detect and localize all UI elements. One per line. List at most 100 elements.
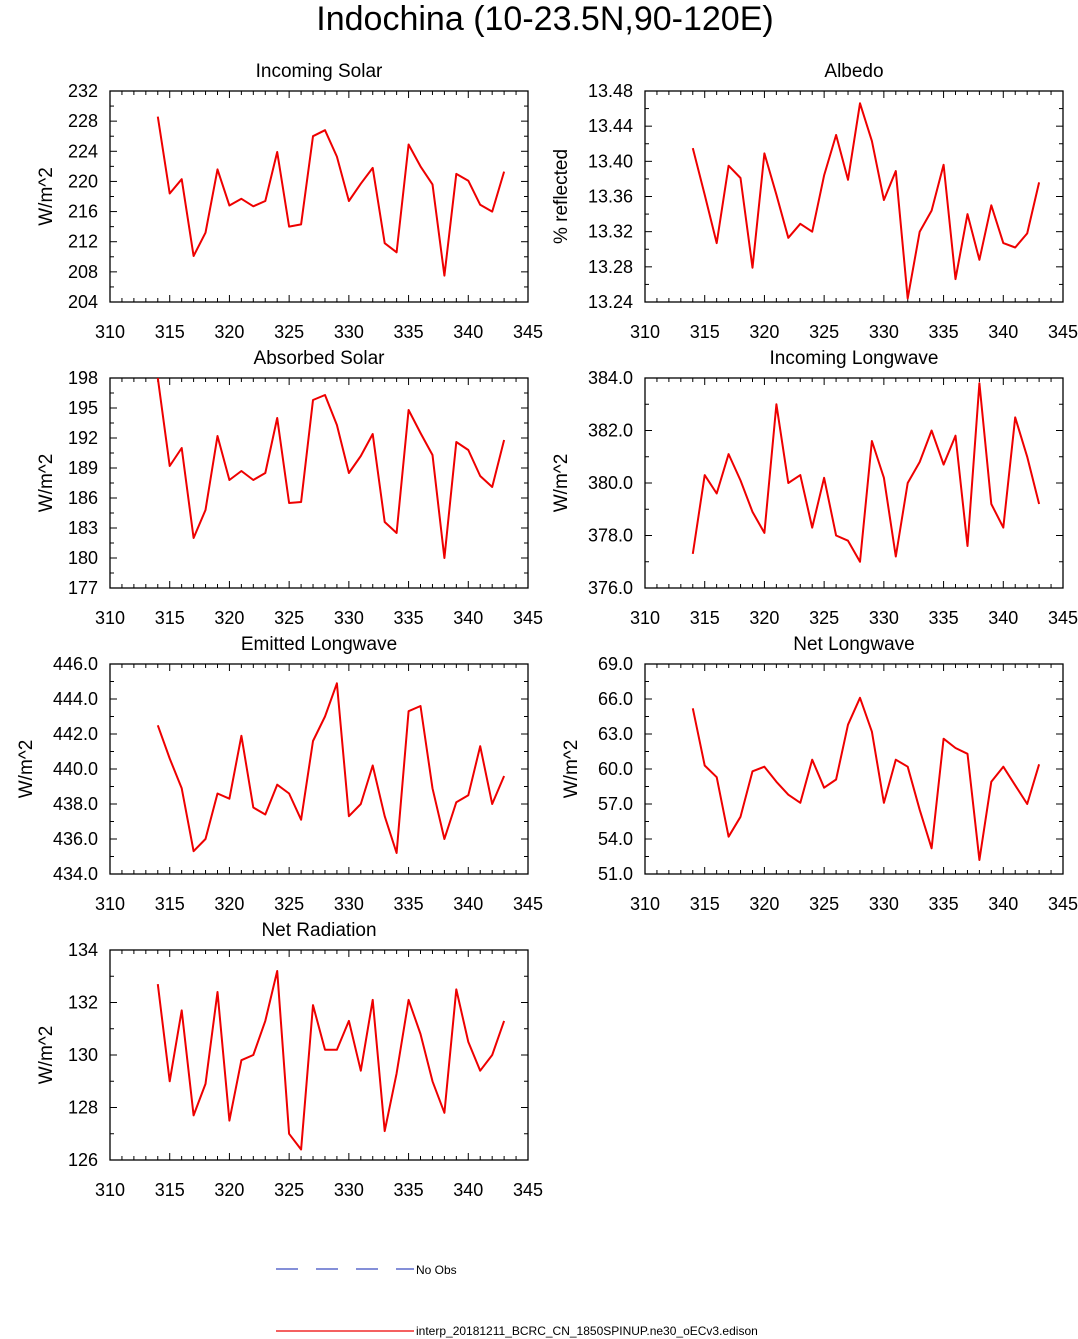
x-tick-label: 320 (749, 894, 779, 914)
y-tick-label: 126 (68, 1150, 98, 1170)
x-tick-label: 325 (274, 894, 304, 914)
panel-0: 310 315 320 325 330 335 340 345 204 208 212 216 220 2… (36, 61, 543, 342)
x-tick-label: 325 (274, 1180, 304, 1200)
x-tick-label: 315 (155, 608, 185, 628)
series-line (156, 970, 506, 1151)
y-tick-label: 376.0 (588, 578, 633, 598)
x-tick-label: 345 (1048, 894, 1078, 914)
x-tick-label: 315 (155, 894, 185, 914)
y-tick-label: 13.32 (588, 222, 633, 242)
y-axis-label: W/m^2 (36, 1026, 57, 1085)
plot-frame (644, 377, 1064, 589)
y-tick-label: 13.40 (588, 151, 633, 171)
x-tick-label: 320 (214, 322, 244, 342)
y-tick-label: 13.48 (588, 81, 633, 101)
x-tick-label: 345 (513, 608, 543, 628)
y-tick-label: 13.28 (588, 257, 633, 277)
panel-1: 310 315 320 325 330 335 340 345 13.24 13.28 13.32 1… (551, 61, 1078, 342)
y-tick-label: 380.0 (588, 473, 633, 493)
y-tick-label: 195 (68, 398, 98, 418)
x-tick-label: 325 (274, 322, 304, 342)
y-tick-label: 378.0 (588, 526, 633, 546)
y-tick-label: 208 (68, 262, 98, 282)
panel-title: Absorbed Solar (254, 348, 386, 369)
y-tick-label: 13.24 (588, 292, 633, 312)
series-line (691, 102, 1041, 300)
x-tick-label: 330 (869, 322, 899, 342)
x-tick-label: 345 (1048, 322, 1078, 342)
y-tick-label: 224 (68, 141, 98, 161)
x-tick-label: 310 (95, 322, 125, 342)
x-tick-label: 330 (334, 894, 364, 914)
panel-3: 310 315 320 325 330 335 340 345 376.0 378.0 380.0 3… (551, 348, 1078, 628)
panel-title: Incoming Solar (256, 61, 383, 82)
y-tick-label: 212 (68, 232, 98, 252)
x-tick-label: 330 (334, 322, 364, 342)
figure-title: Indochina (10-23.5N,90-120E) (316, 0, 773, 38)
x-tick-label: 310 (630, 608, 660, 628)
y-tick-label: 384.0 (588, 368, 633, 388)
series-line (156, 682, 506, 854)
y-tick-label: 438.0 (53, 794, 98, 814)
y-tick-label: 189 (68, 458, 98, 478)
panel-2: 310 315 320 325 330 335 340 345 177 180 183 186 189 1… (36, 348, 543, 628)
plot-frame (109, 663, 529, 875)
x-tick-label: 315 (690, 608, 720, 628)
x-tick-label: 340 (453, 608, 483, 628)
y-tick-label: 54.0 (598, 829, 633, 849)
x-tick-label: 320 (214, 894, 244, 914)
x-tick-label: 335 (394, 894, 424, 914)
legend-model-label: interp_20181211_BCRC_CN_1850SPINUP.ne30_… (416, 1324, 758, 1338)
series-line (156, 116, 506, 277)
y-tick-label: 444.0 (53, 689, 98, 709)
legend: No Obs interp_20181211_BCRC_CN_1850SPINU… (276, 1263, 758, 1338)
x-tick-label: 345 (513, 322, 543, 342)
x-tick-label: 335 (929, 322, 959, 342)
plot-frame (644, 90, 1064, 303)
y-axis-label: W/m^2 (36, 167, 57, 226)
plot-frame (109, 90, 529, 303)
y-tick-label: 69.0 (598, 654, 633, 674)
y-axis-label: W/m^2 (561, 740, 582, 799)
x-tick-label: 315 (155, 1180, 185, 1200)
x-tick-label: 315 (690, 894, 720, 914)
x-tick-label: 310 (95, 894, 125, 914)
panel-4: 310 315 320 325 330 335 340 345 434.0 436.0 438.0 4… (16, 634, 543, 914)
x-tick-label: 320 (749, 608, 779, 628)
x-tick-label: 330 (334, 1180, 364, 1200)
x-tick-label: 330 (869, 608, 899, 628)
legend-obs-label: No Obs (416, 1263, 457, 1277)
x-tick-label: 325 (809, 608, 839, 628)
x-tick-label: 335 (394, 322, 424, 342)
y-tick-label: 183 (68, 518, 98, 538)
panel-title: Emitted Longwave (241, 634, 397, 655)
x-tick-label: 335 (929, 608, 959, 628)
x-tick-label: 340 (453, 1180, 483, 1200)
y-tick-label: 57.0 (598, 794, 633, 814)
x-tick-label: 340 (988, 894, 1018, 914)
y-tick-label: 232 (68, 81, 98, 101)
x-tick-label: 325 (274, 608, 304, 628)
y-tick-label: 382.0 (588, 421, 633, 441)
y-tick-label: 51.0 (598, 864, 633, 884)
series-line (156, 377, 506, 559)
panels-group: 310 315 320 325 330 335 340 345 204 208 212 216 220 2… (16, 61, 1078, 1200)
x-tick-label: 310 (95, 1180, 125, 1200)
y-tick-label: 180 (68, 548, 98, 568)
panel-5: 310 315 320 325 330 335 340 345 51.0 54.0 57.0 60.0… (561, 634, 1078, 914)
panel-title: Net Radiation (261, 920, 376, 941)
x-tick-label: 310 (95, 608, 125, 628)
series-line (691, 696, 1041, 861)
series-line (691, 382, 1041, 563)
y-axis-label: W/m^2 (551, 454, 572, 513)
y-tick-label: 442.0 (53, 724, 98, 744)
x-tick-label: 325 (809, 322, 839, 342)
x-tick-label: 320 (749, 322, 779, 342)
x-tick-label: 340 (988, 322, 1018, 342)
x-tick-label: 315 (690, 322, 720, 342)
y-tick-label: 436.0 (53, 829, 98, 849)
y-tick-label: 130 (68, 1045, 98, 1065)
y-tick-label: 60.0 (598, 759, 633, 779)
y-axis-label: W/m^2 (36, 454, 57, 513)
x-tick-label: 345 (1048, 608, 1078, 628)
